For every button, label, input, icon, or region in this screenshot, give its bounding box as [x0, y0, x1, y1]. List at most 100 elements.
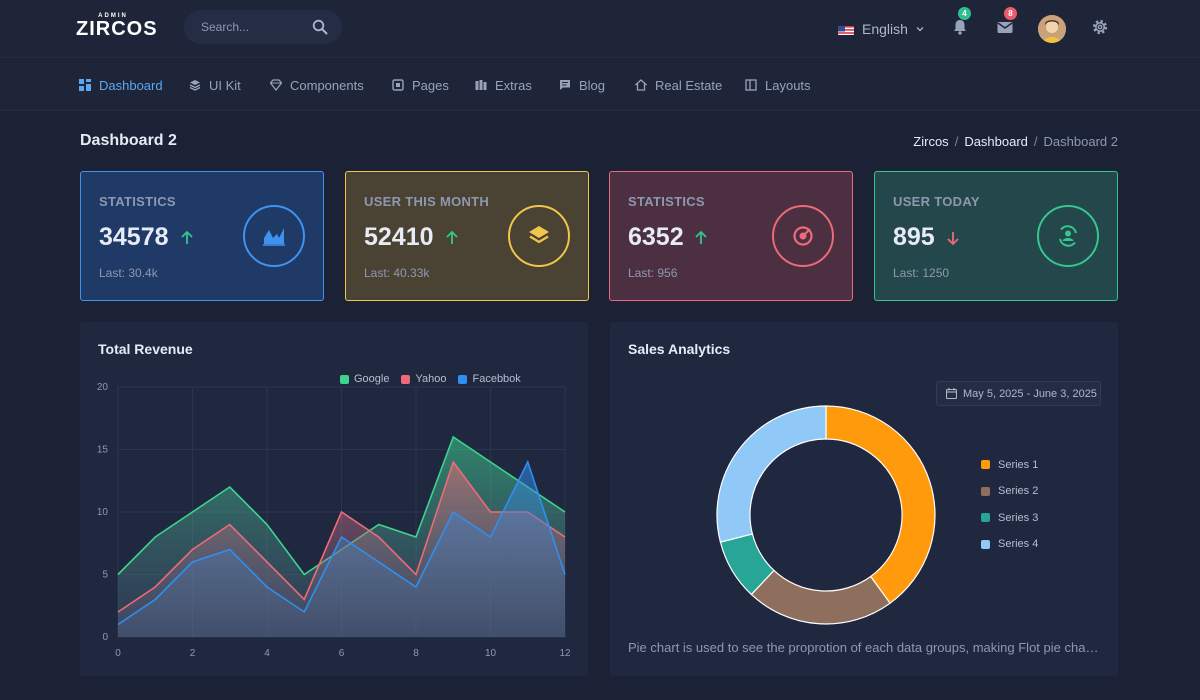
nav-item-layouts[interactable]: Layouts [745, 77, 811, 93]
search-box [184, 10, 342, 44]
donut-slice-series-1 [825, 405, 936, 605]
total-revenue-card: Total Revenue Google Yahoo Facebbok 0 5 10… [80, 322, 588, 676]
card-title: Sales Analytics [628, 341, 731, 357]
arrow-up-icon [181, 230, 193, 244]
legend-label: Google [354, 373, 390, 385]
legend-item-yahoo[interactable]: Yahoo [401, 373, 446, 385]
layouts-icon [745, 79, 757, 91]
date-range-picker[interactable]: May 5, 2025 - June 3, 2025 [936, 381, 1101, 406]
stat-icon-circle [243, 205, 305, 267]
search-input[interactable] [184, 10, 304, 44]
nav-item-extras[interactable]: Extras [475, 77, 532, 93]
nav-item-dashboard[interactable]: Dashboard [79, 77, 163, 93]
x-tick-label: 8 [413, 648, 419, 659]
search-icon[interactable] [312, 19, 328, 35]
x-tick-label: 10 [485, 648, 497, 659]
stat-last: Last: 40.33k [364, 266, 430, 280]
x-tick-label: 2 [190, 648, 196, 659]
stat-last: Last: 30.4k [99, 266, 158, 280]
donut-slice-series-4 [716, 405, 827, 543]
x-tick-label: 12 [559, 648, 571, 659]
user-cycle-icon [1059, 225, 1077, 247]
legend-label: Series 3 [998, 511, 1039, 524]
pie-legend-item[interactable]: Series 2 [981, 485, 1038, 498]
legend-swatch [458, 374, 468, 384]
breadcrumb-current: Dashboard 2 [1043, 134, 1118, 149]
stat-icon-circle [1037, 205, 1099, 267]
arrow-down-icon [947, 232, 959, 246]
arrow-up-icon [446, 230, 458, 244]
donut-slice-series-2 [750, 569, 891, 625]
breadcrumb-separator: / [1033, 134, 1038, 149]
calendar-icon [946, 388, 957, 399]
x-tick-label: 6 [339, 648, 345, 659]
legend-swatch [981, 486, 990, 496]
legend-label: Series 2 [998, 485, 1039, 497]
brand-logo[interactable]: ADMIN ZIRCOS [76, 13, 157, 45]
chevron-down-icon [916, 27, 924, 32]
series-line-facebbok [117, 459, 566, 626]
nav-item-ui-kit[interactable]: UI Kit [189, 77, 241, 93]
gear-icon[interactable] [1090, 17, 1110, 37]
legend-swatch [340, 374, 349, 384]
language-label: English [862, 21, 908, 37]
legend-swatch [981, 539, 990, 549]
nav-label: Real Estate [655, 77, 723, 93]
sales-analytics-card: Sales Analytics [610, 322, 1118, 676]
stat-value: 34578 [99, 223, 169, 251]
chart-area-icon [263, 228, 285, 246]
extras-icon [475, 80, 487, 90]
legend-swatch [401, 374, 411, 384]
stat-label: STATISTICS [99, 194, 176, 209]
stat-icon-circle [508, 205, 570, 267]
revenue-chart: 0 5 10 15 20 0 2 4 6 8 10 12 [97, 382, 571, 659]
stat-card-user-this-month: USER THIS MONTH 52410 Last: 40.33k [345, 171, 589, 301]
legend-item-google[interactable]: Google [340, 373, 389, 385]
target-icon [793, 226, 813, 246]
mail-icon[interactable] [995, 17, 1015, 37]
stat-card-user-today: USER TODAY 895 Last: 1250 [874, 171, 1118, 301]
chart-legend: Google Yahoo Facebbok [340, 373, 521, 385]
card-title: Total Revenue [98, 341, 193, 357]
y-tick-label: 20 [97, 382, 109, 393]
nav-item-blog[interactable]: Blog [559, 77, 605, 93]
legend-item-facebook[interactable]: Facebbok [458, 373, 521, 385]
y-tick-label: 5 [102, 570, 108, 581]
nav-label: Layouts [765, 77, 811, 93]
legend-swatch [981, 460, 990, 469]
layers-icon [529, 226, 549, 244]
nav-item-components[interactable]: Components [270, 77, 364, 93]
nav-label: Blog [579, 77, 606, 93]
legend-label: Yahoo [415, 373, 447, 385]
x-tick-label: 0 [115, 648, 121, 659]
nav-label: Pages [412, 77, 449, 93]
series-line-yahoo [117, 460, 566, 613]
pie-legend: Series 1 Series 2 Series 3 Series 4 [981, 458, 1038, 564]
breadcrumb-root[interactable]: Zircos [913, 134, 949, 149]
sales-donut-chart [716, 405, 936, 625]
blog-icon [560, 80, 570, 90]
date-range-label: May 5, 2025 - June 3, 2025 [963, 387, 1097, 400]
stat-value: 895 [893, 223, 935, 251]
avatar[interactable] [1038, 15, 1066, 43]
pie-legend-item[interactable]: Series 3 [981, 511, 1038, 524]
nav-item-real-estate[interactable]: Real Estate [635, 77, 722, 93]
nav-label: Dashboard [99, 77, 163, 93]
pie-legend-item[interactable]: Series 1 [981, 458, 1038, 471]
pie-legend-item[interactable]: Series 4 [981, 538, 1038, 551]
y-tick-label: 10 [97, 507, 109, 518]
legend-label: Facebbok [472, 373, 521, 385]
stat-last: Last: 1250 [893, 266, 950, 280]
nav-item-pages[interactable]: Pages [392, 77, 449, 93]
brand-tagline: ADMIN [98, 13, 128, 19]
stat-last: Last: 956 [628, 266, 678, 280]
home-icon [635, 79, 647, 91]
topbar: ADMIN ZIRCOS English 4 8 [0, 0, 1200, 58]
breadcrumb-parent[interactable]: Dashboard [964, 134, 1028, 149]
language-selector[interactable]: English [838, 20, 924, 38]
bell-icon[interactable] [950, 17, 970, 37]
legend-swatch [981, 513, 990, 522]
diamond-icon [270, 79, 282, 91]
stat-label: USER TODAY [893, 194, 980, 209]
y-tick-label: 15 [97, 445, 109, 456]
